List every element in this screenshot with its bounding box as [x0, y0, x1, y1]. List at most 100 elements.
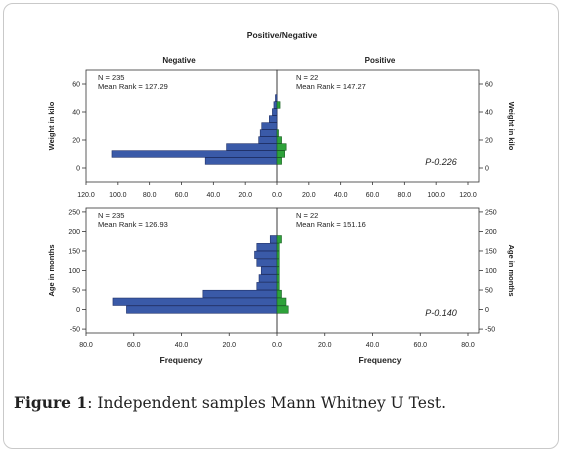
panel1-xtick-label: 100.0: [109, 192, 127, 199]
panel2-bar-negative: [112, 297, 278, 306]
panel2-ytick-label-left: 50: [72, 288, 80, 295]
panel2-bar-positive: [276, 289, 282, 298]
panel2-xtick-label: 20.0: [222, 342, 236, 349]
panel2-bar-negative: [269, 235, 278, 244]
panel1-xtick-label: 0.0: [272, 192, 282, 199]
panel2-xtick-label: 60.0: [413, 342, 427, 349]
panel2-mean-rank-positive: Mean Rank = 151.16: [296, 220, 366, 229]
panel1-ylabel-left: Weight in kilo: [47, 101, 56, 150]
panel-label-positive: Positive: [365, 56, 396, 65]
panel1-bar-negative: [259, 129, 278, 137]
panel1-bar-positive: [276, 143, 287, 151]
panel2-ytick-label-left: -50: [70, 327, 80, 334]
panel2-mean-rank-negative: Mean Rank = 126.93: [98, 220, 168, 229]
panel2-bar-negative: [258, 274, 278, 283]
x-axis-label-positive: Frequency: [359, 355, 402, 365]
panel1-bar-negative: [273, 101, 278, 109]
panel1-mean-rank-negative: Mean Rank = 127.29: [98, 82, 168, 91]
panel1-ytick-label-right: 20: [485, 138, 493, 145]
panel1-bar-negative: [258, 136, 278, 144]
panel2-p-value: P-0.140: [425, 308, 457, 318]
panel2-ytick-label-right: 100: [485, 268, 497, 275]
panel2-ytick-label-right: 50: [485, 288, 493, 295]
panel2-ytick-label-right: 0: [485, 307, 489, 314]
panel1-bar-negative: [111, 150, 278, 158]
panel2-bar-positive: [276, 305, 289, 314]
panel1-xtick-label: 120.0: [77, 192, 95, 199]
panel2-bar-negative: [202, 289, 278, 298]
panel1-bar-positive: [276, 157, 282, 165]
panel2-xtick-label: 80.0: [79, 342, 93, 349]
panel2-bar-negative: [260, 266, 278, 275]
panel2-n-negative: N = 235: [98, 211, 124, 220]
panel1-xtick-label: 120.0: [459, 192, 477, 199]
panel2-ytick-label-right: -50: [485, 327, 495, 334]
panel1-bar-positive: [276, 150, 285, 158]
panel1-bar-negative: [269, 115, 278, 123]
panel1-xtick-label: 40.0: [334, 192, 348, 199]
panel1-n-positive: N = 22: [296, 73, 318, 82]
panel1-xtick-label: 60.0: [366, 192, 380, 199]
panel2-ytick-label-left: 150: [68, 248, 80, 255]
panel1-xtick-label: 100.0: [427, 192, 445, 199]
figure-caption: Figure 1: Independent samples Mann Whitn…: [14, 393, 446, 412]
chart-title: Positive/Negative: [247, 30, 318, 40]
panel2-ytick-label-left: 100: [68, 268, 80, 275]
panel1-bar-negative: [272, 108, 278, 116]
panel1-n-negative: N = 235: [98, 73, 124, 82]
panel2-xtick-label: 40.0: [366, 342, 380, 349]
panel2-bar-negative: [256, 243, 278, 252]
panel2-bar-positive: [276, 297, 287, 306]
panel1-ytick-label-left: 0: [76, 166, 80, 173]
panel2-n-positive: N = 22: [296, 211, 318, 220]
panel1-ytick-label-right: 60: [485, 82, 493, 89]
panel1-xtick-label: 40.0: [207, 192, 221, 199]
panel2-xtick-label: 20.0: [318, 342, 332, 349]
panel1-bar-negative: [226, 143, 278, 151]
panel1-xtick-label: 80.0: [143, 192, 157, 199]
panel1-bar-positive: [276, 101, 281, 109]
panel2-ytick-label-right: 200: [485, 229, 497, 236]
panel1-p-value: P-0.226: [425, 157, 457, 167]
panel2-ylabel-left: Age in months: [47, 244, 56, 296]
x-axis-label-negative: Frequency: [160, 355, 203, 365]
panel2-xtick-label: 60.0: [127, 342, 141, 349]
panel1-bar-negative: [275, 94, 278, 102]
figure-caption-text: : Independent samples Mann Whitney U Tes…: [87, 394, 447, 412]
panel1-xtick-label: 80.0: [398, 192, 412, 199]
panel2-ytick-label-right: 150: [485, 248, 497, 255]
panel1-ylabel-right: Weight in kilo: [507, 102, 516, 151]
panel1-bar-negative: [261, 122, 278, 130]
panel1-ytick-label-left: 20: [72, 138, 80, 145]
panel2-bar-positive: [276, 250, 280, 259]
panel2-ytick-label-left: 200: [68, 229, 80, 236]
panel1-ytick-label-right: 40: [485, 110, 493, 117]
panel2-xtick-label: 40.0: [175, 342, 189, 349]
panel2-bar-negative: [126, 305, 278, 314]
panel-label-negative: Negative: [162, 56, 196, 65]
panel1-bar-positive: [276, 136, 282, 144]
panel2-bar-positive: [276, 274, 280, 283]
panel2-bar-positive: [276, 266, 280, 275]
panel2-bar-negative: [256, 282, 278, 291]
figure-caption-label: Figure 1: [14, 393, 88, 412]
panel2-bar-positive: [276, 243, 280, 252]
panel2-bar-negative: [256, 258, 278, 267]
panel2-ytick-label-right: 250: [485, 209, 497, 216]
panel2-bar-negative: [254, 250, 278, 259]
panel2-ytick-label-left: 250: [68, 209, 80, 216]
panel1-xtick-label: 20.0: [238, 192, 252, 199]
panel2-bar-positive: [276, 258, 280, 267]
panel1-ytick-label-left: 60: [72, 82, 80, 89]
panel1-ytick-label-left: 40: [72, 110, 80, 117]
panel1-bar-negative: [204, 157, 278, 165]
panel2-xtick-label: 0.0: [272, 342, 282, 349]
panel2-ytick-label-left: 0: [76, 307, 80, 314]
panel1-xtick-label: 20.0: [302, 192, 316, 199]
panel1-mean-rank-positive: Mean Rank = 147.27: [296, 82, 366, 91]
panel1-ytick-label-right: 0: [485, 166, 489, 173]
panel2-ylabel-right: Age in months: [507, 244, 516, 296]
panel2-bar-positive: [276, 235, 282, 244]
panel1-bar-positive: [276, 129, 279, 137]
